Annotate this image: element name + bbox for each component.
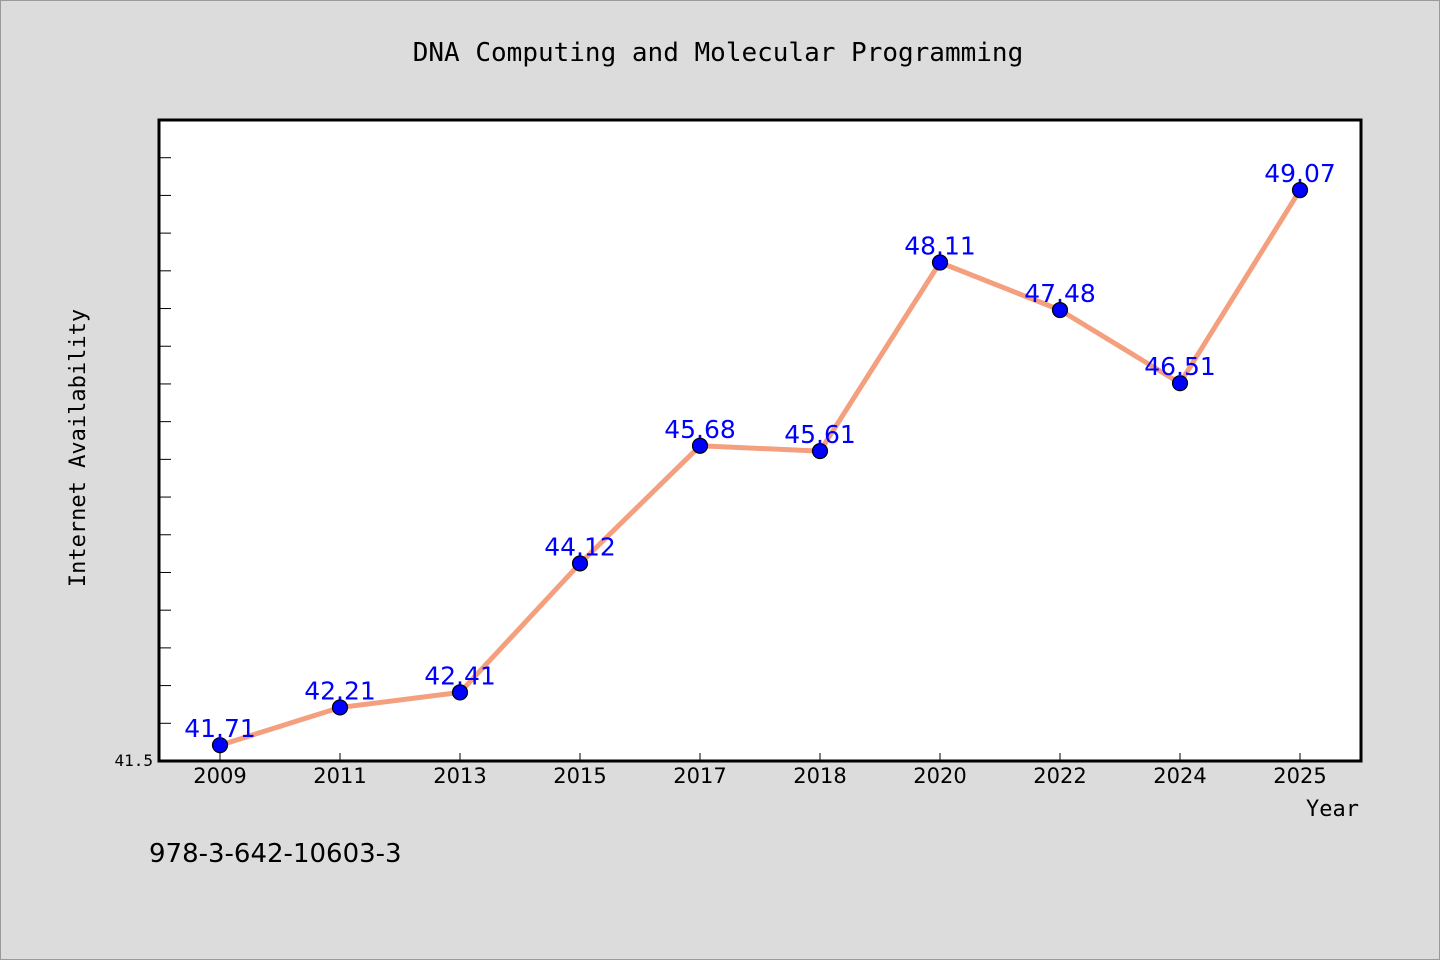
data-point-marker (331, 699, 349, 716)
x-tick-label: 2025 (1273, 764, 1326, 788)
isbn-text: 978-3-642-10603-3 (149, 839, 402, 869)
data-point-label: 44.12 (544, 532, 616, 561)
x-tick-label: 2013 (433, 764, 486, 788)
data-point-marker (691, 437, 709, 454)
data-point-marker (1051, 301, 1069, 319)
chart-title: DNA Computing and Molecular Programming (413, 38, 1023, 68)
data-point-label: 47.48 (1024, 279, 1096, 308)
data-point-label: 46.51 (1144, 352, 1216, 381)
x-tick-label: 2011 (313, 764, 366, 788)
x-axis-ticks (219, 753, 1301, 761)
data-point-label: 49.07 (1264, 159, 1336, 188)
x-tick-label: 2020 (913, 764, 966, 788)
data-point-marker (811, 442, 829, 460)
x-tick-label: 2024 (1153, 764, 1206, 788)
data-point-marker (211, 737, 229, 754)
plot-area (157, 118, 1363, 763)
x-axis-tick-labels: 2009 2011 2013 2015 2017 2018 2020 2022 2024 2025 (193, 764, 1326, 788)
data-point-marker (451, 684, 469, 701)
data-point-label: 42.21 (304, 676, 376, 705)
x-tick-label: 2022 (1033, 764, 1086, 788)
data-point-label: 45.68 (664, 415, 736, 444)
y-axis-label: Internet Availability (66, 309, 91, 587)
x-axis-label: Year (1306, 797, 1359, 822)
data-labels: 41.71 42.21 42.41 44.12 45.68 45.61 48.11 47.48… (184, 159, 1336, 743)
data-point-marker (571, 555, 589, 572)
x-tick-label: 2015 (553, 764, 606, 788)
x-tick-label: 2017 (673, 764, 726, 788)
data-point-label: 41.71 (184, 714, 256, 743)
x-tick-label: 2018 (793, 764, 846, 788)
data-point-marker (1291, 182, 1309, 199)
series-markers (211, 182, 1309, 754)
data-point-label: 48.11 (904, 232, 976, 261)
x-tick-label: 2009 (193, 764, 246, 788)
data-point-label: 42.41 (424, 661, 496, 690)
y-axis-min-label: 41.5 (114, 751, 153, 770)
series-line (217, 187, 1303, 748)
data-point-label: 45.61 (784, 420, 856, 449)
y-axis-ticks (159, 157, 171, 724)
data-point-marker (931, 254, 949, 271)
data-point-marker (1171, 375, 1189, 392)
